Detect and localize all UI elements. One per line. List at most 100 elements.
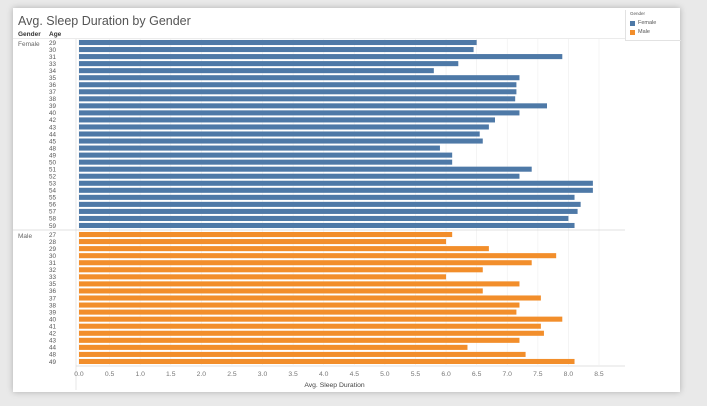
- bar-male-41: [79, 323, 541, 329]
- x-tick-label: 0.5: [105, 371, 115, 378]
- x-tick-label: 7.0: [503, 371, 513, 378]
- bar-male-32: [79, 267, 483, 273]
- age-label: 30: [49, 253, 57, 260]
- age-label: 32: [49, 267, 57, 274]
- age-label: 40: [49, 110, 57, 117]
- age-label: 28: [49, 239, 57, 246]
- bar-male-44: [79, 344, 468, 350]
- bar-male-40: [79, 316, 563, 322]
- x-axis-title: Avg. Sleep Duration: [304, 382, 365, 389]
- age-label: 37: [49, 89, 57, 96]
- bar-female-50: [79, 159, 453, 165]
- age-label: 56: [49, 202, 57, 209]
- legend-label-male: Male: [638, 29, 650, 35]
- age-label: 35: [49, 281, 57, 288]
- chart-card: Avg. Sleep Duration by Gender Gender Age…: [13, 8, 681, 392]
- age-label: 45: [49, 138, 57, 145]
- bar-female-37: [79, 89, 517, 95]
- age-label: 31: [49, 260, 57, 267]
- age-label: 48: [49, 145, 57, 152]
- x-tick-label: 8.5: [594, 371, 604, 378]
- bar-female-52: [79, 173, 520, 179]
- age-label: 35: [49, 75, 57, 82]
- age-label: 44: [49, 345, 57, 352]
- bar-female-54: [79, 187, 593, 193]
- x-tick-label: 2.0: [197, 371, 207, 378]
- legend-title: Gender: [630, 11, 646, 16]
- x-tick-label: 0.0: [74, 371, 84, 378]
- age-label: 34: [49, 68, 57, 75]
- age-label: 29: [49, 40, 57, 47]
- age-label: 39: [49, 103, 57, 110]
- bar-female-30: [79, 47, 474, 53]
- bar-female-36: [79, 82, 517, 88]
- bar-female-29: [79, 39, 477, 46]
- age-label: 57: [49, 209, 57, 216]
- x-tick-label: 5.0: [380, 371, 390, 378]
- x-tick-label: 5.5: [411, 371, 421, 378]
- age-label: 43: [49, 338, 57, 345]
- age-label: 55: [49, 195, 57, 202]
- bar-female-58: [79, 215, 569, 221]
- x-tick-label: 6.0: [441, 371, 451, 378]
- age-label: 39: [49, 309, 57, 316]
- bar-male-48: [79, 351, 526, 357]
- bar-female-48: [79, 145, 440, 151]
- x-tick-label: 3.0: [258, 371, 268, 378]
- legend-label-female: Female: [638, 20, 657, 26]
- x-tick-label: 4.5: [350, 371, 360, 378]
- bar-female-44: [79, 131, 480, 137]
- age-label: 30: [49, 47, 57, 54]
- bar-female-51: [79, 166, 532, 172]
- bar-female-33: [79, 61, 459, 67]
- bar-male-39: [79, 309, 517, 315]
- age-label: 48: [49, 352, 57, 359]
- group-label-female: Female: [18, 41, 40, 48]
- bar-female-59: [79, 222, 575, 229]
- legend-swatch-male: [630, 29, 635, 35]
- bar-male-33: [79, 274, 447, 280]
- x-tick-label: 1.5: [166, 371, 176, 378]
- age-label: 44: [49, 131, 57, 138]
- x-tick-label: 2.5: [227, 371, 237, 378]
- bar-female-38: [79, 96, 516, 102]
- age-label: 52: [49, 174, 57, 181]
- age-label: 33: [49, 274, 57, 281]
- age-label: 27: [49, 232, 57, 239]
- bar-male-29: [79, 246, 489, 252]
- bar-female-42: [79, 117, 495, 123]
- legend-item-female[interactable]: Female: [630, 19, 656, 27]
- bar-male-27: [79, 231, 453, 238]
- bar-male-36: [79, 288, 483, 294]
- bar-male-49: [79, 358, 575, 365]
- age-label: 59: [49, 223, 57, 230]
- bar-female-53: [79, 180, 593, 186]
- bar-female-39: [79, 103, 547, 109]
- age-label: 38: [49, 302, 57, 309]
- bar-female-49: [79, 152, 453, 158]
- x-tick-label: 4.0: [319, 371, 329, 378]
- bar-female-45: [79, 138, 483, 144]
- bar-female-35: [79, 75, 520, 81]
- chart-title: Avg. Sleep Duration by Gender: [18, 14, 191, 28]
- age-label: 36: [49, 288, 57, 295]
- age-label: 49: [49, 359, 57, 366]
- age-label: 31: [49, 54, 57, 61]
- bar-female-43: [79, 124, 489, 130]
- bar-male-43: [79, 337, 520, 343]
- bar-male-30: [79, 253, 557, 259]
- x-tick-label: 1.0: [135, 371, 145, 378]
- gender-header: Gender: [18, 31, 41, 38]
- legend-item-male[interactable]: Male: [630, 28, 650, 36]
- bar-female-31: [79, 54, 563, 60]
- age-label: 36: [49, 82, 57, 89]
- bar-female-57: [79, 208, 578, 214]
- age-label: 40: [49, 316, 57, 323]
- age-label: 42: [49, 331, 57, 338]
- bar-female-34: [79, 68, 434, 74]
- group-label-male: Male: [18, 233, 32, 240]
- x-tick-label: 6.5: [472, 371, 482, 378]
- bar-male-28: [79, 239, 447, 245]
- age-label: 43: [49, 124, 57, 131]
- age-header: Age: [49, 31, 62, 38]
